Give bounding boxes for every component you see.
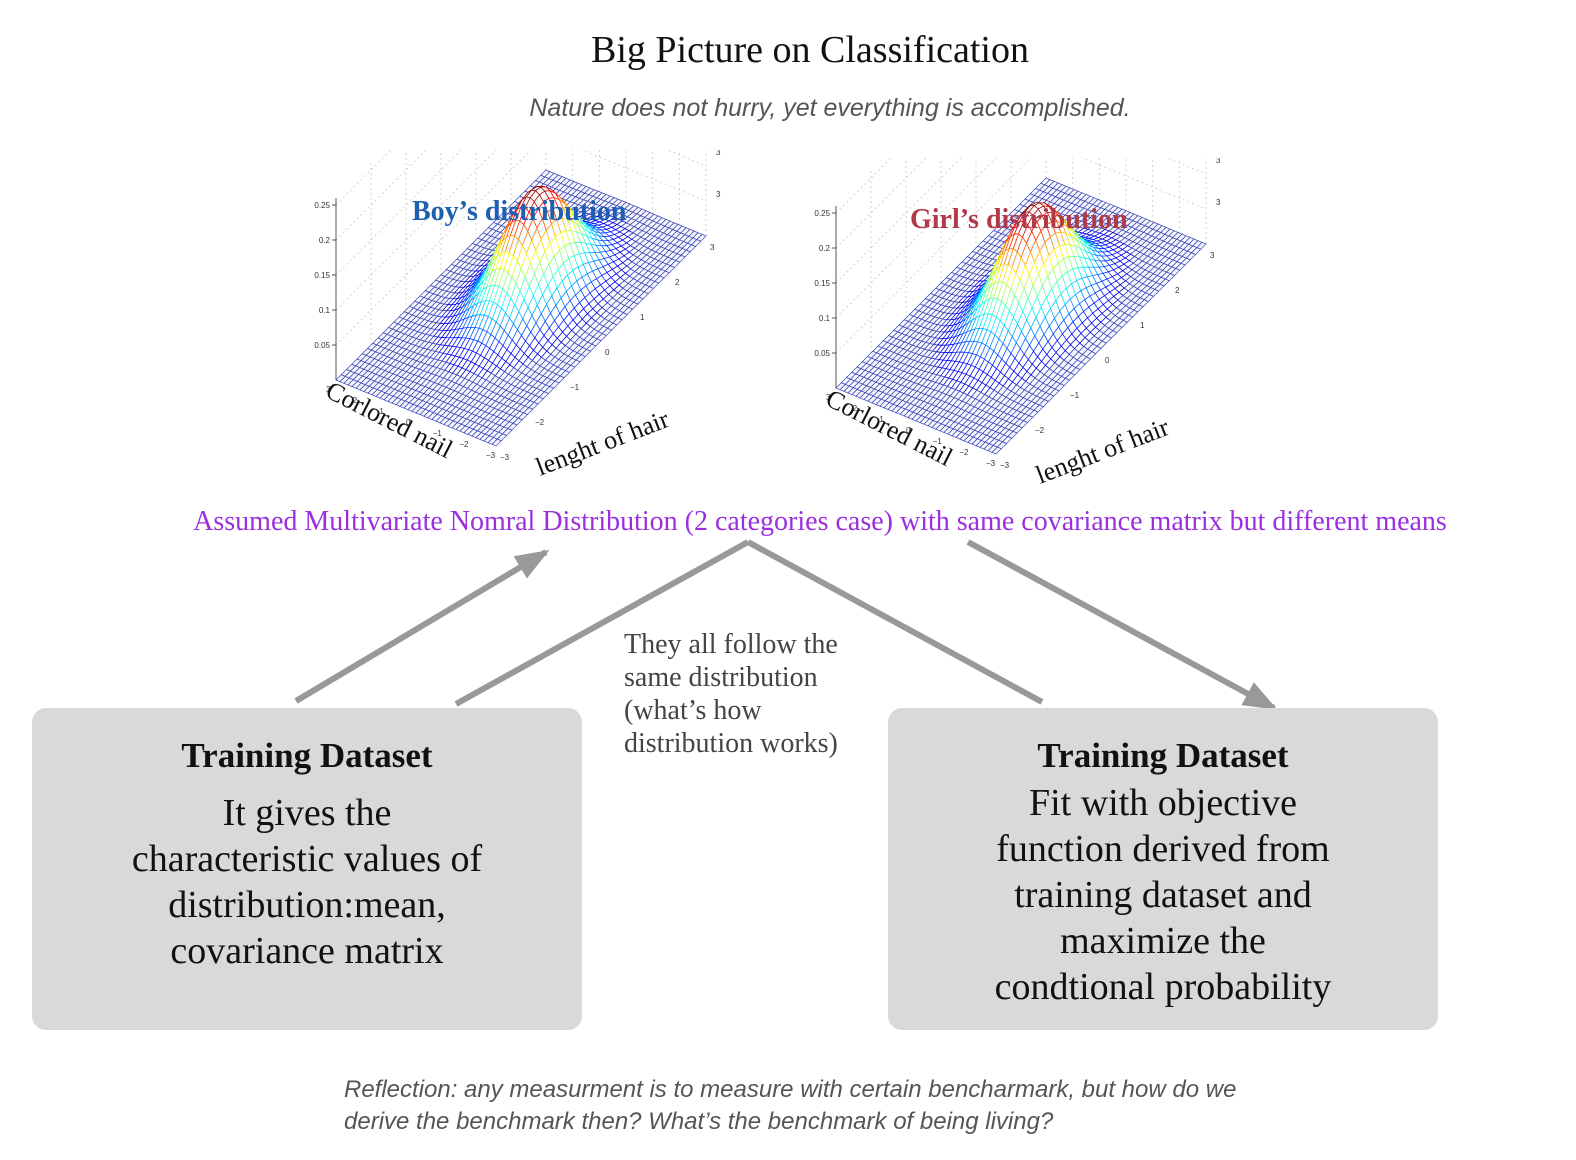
- z-tick-label: 0.15: [814, 279, 830, 288]
- right-box-line: Fit with objective: [1028, 782, 1298, 824]
- right-tick-label: 3: [716, 190, 721, 199]
- x-tick-label: −2: [459, 440, 469, 449]
- y-axis-label: lenght of hair: [1032, 412, 1173, 489]
- y-tick-label: 3: [1210, 251, 1215, 260]
- boys-distribution-plot: 0.250.20.150.10.0533333210−1−2−3−3−2−101…: [300, 0, 740, 490]
- x-tick-label: −3: [986, 459, 996, 468]
- y-tick-label: 2: [1175, 286, 1180, 295]
- z-tick-label: 0.25: [314, 201, 330, 210]
- right-tick-label: 3: [1216, 198, 1221, 207]
- left-box-line: distribution:mean,: [168, 884, 446, 926]
- y-tick-label: −1: [570, 383, 580, 392]
- x-tick-label: 0: [406, 418, 411, 427]
- surface-mesh: [335, 169, 707, 447]
- right-box-title: Training Dataset: [1037, 736, 1289, 775]
- y-tick-label: −2: [1035, 426, 1045, 435]
- y-tick-label: −3: [1000, 461, 1010, 470]
- reflection-note: Reflection: any measurment is to measure…: [344, 1076, 1237, 1135]
- z-tick-label: 0.15: [314, 271, 330, 280]
- x-tick-label: 0: [906, 426, 911, 435]
- boys-distribution-title: Boy’s distribution: [412, 196, 627, 227]
- x-tick-label: −1: [433, 429, 443, 438]
- z-tick-label: 0.1: [319, 306, 331, 315]
- girls-distribution-surface: 0.250.20.150.10.0533333210−1−2−3−3−2−101…: [814, 0, 1221, 490]
- y-tick-label: −1: [1070, 391, 1080, 400]
- y-tick-label: 1: [1140, 321, 1145, 330]
- z-tick-label: 0.2: [319, 236, 331, 245]
- middle-note: They all follow the same distribution (w…: [624, 629, 838, 759]
- y-tick-label: −2: [535, 418, 545, 427]
- right-box-line: condtional probability: [994, 966, 1332, 1008]
- boys-distribution-surface: 0.250.20.150.10.0533333210−1−2−3−3−2−101…: [314, 0, 721, 482]
- right-box-line: function derived from: [996, 828, 1330, 870]
- girls-distribution-title: Girl’s distribution: [910, 204, 1128, 235]
- left-box-title: Training Dataset: [181, 736, 433, 775]
- z-tick-label: 0.05: [314, 341, 330, 350]
- arrow-left-box-to-assumption: [294, 549, 550, 704]
- left-box-line: characteristic values of: [131, 838, 483, 880]
- z-tick-label: 0.1: [819, 314, 831, 323]
- y-tick-label: −3: [500, 453, 510, 462]
- page-title: Big Picture on Classification: [590, 29, 1029, 71]
- x-tick-label: −2: [959, 448, 969, 457]
- y-tick-label: 0: [605, 348, 610, 357]
- z-tick-label: 0.2: [819, 244, 831, 253]
- z-tick-label: 0.05: [814, 349, 830, 358]
- y-tick-label: 0: [1105, 356, 1110, 365]
- x-tick-label: 2: [353, 396, 358, 405]
- x-tick-label: −3: [486, 451, 496, 460]
- x-tick-label: 3: [326, 385, 331, 394]
- y-tick-label: 1: [640, 313, 645, 322]
- right-box-line: training dataset and: [1014, 874, 1312, 916]
- right-box-body: Fit with objective function derived from…: [888, 780, 1438, 1010]
- x-tick-label: 2: [853, 404, 858, 413]
- left-box-line: covariance matrix: [170, 930, 444, 972]
- right-tick-label: 3: [1216, 158, 1221, 165]
- assumption-statement: Assumed Multivariate Nomral Distribution…: [193, 506, 1447, 537]
- girls-distribution-plot: 0.250.20.150.10.0533333210−1−2−3−3−2−101…: [800, 0, 1240, 498]
- right-tick-label: 3: [716, 150, 721, 157]
- arrow-assumption-to-right-box: [966, 539, 1278, 711]
- right-box-line: maximize the: [1060, 920, 1266, 962]
- y-axis-label: lenght of hair: [532, 404, 673, 481]
- right-training-dataset-box: Training Dataset Fit with objective func…: [888, 708, 1438, 1030]
- z-tick-label: 0.25: [814, 209, 830, 218]
- x-tick-label: 3: [826, 393, 831, 402]
- left-box-line: It gives the: [222, 792, 392, 834]
- subtitle-quote: Nature does not hurry, yet everything is…: [529, 94, 1131, 122]
- x-tick-label: 1: [879, 415, 884, 424]
- x-tick-label: 1: [379, 407, 384, 416]
- y-tick-label: 2: [675, 278, 680, 287]
- left-box-body: It gives the characteristic values of di…: [32, 790, 582, 974]
- x-tick-label: −1: [933, 437, 943, 446]
- surface-mesh: [835, 177, 1207, 455]
- left-training-dataset-box: Training Dataset It gives the characteri…: [32, 708, 582, 1030]
- y-tick-label: 3: [710, 243, 715, 252]
